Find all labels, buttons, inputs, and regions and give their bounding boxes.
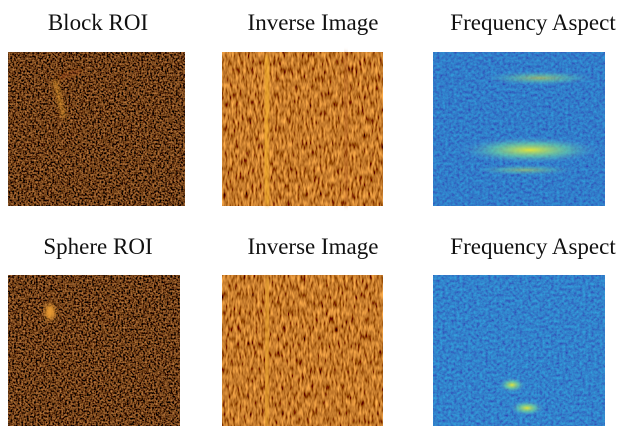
roi-image bbox=[8, 52, 185, 206]
panel-title: Block ROI bbox=[48, 10, 148, 35]
panel-title: Inverse Image bbox=[248, 10, 379, 35]
inverse-image bbox=[222, 52, 383, 206]
roi-image bbox=[8, 275, 180, 426]
panel-title: Frequency Aspect bbox=[450, 10, 616, 35]
panel-title: Inverse Image bbox=[248, 234, 379, 259]
panel-title: Sphere ROI bbox=[43, 234, 152, 259]
panel-title: Frequency Aspect bbox=[450, 234, 616, 259]
frequency-image bbox=[433, 275, 605, 426]
inverse-image bbox=[222, 275, 383, 426]
frequency-image bbox=[433, 52, 605, 206]
figure: Block ROI Inverse Image Frequency Aspect… bbox=[0, 0, 636, 426]
